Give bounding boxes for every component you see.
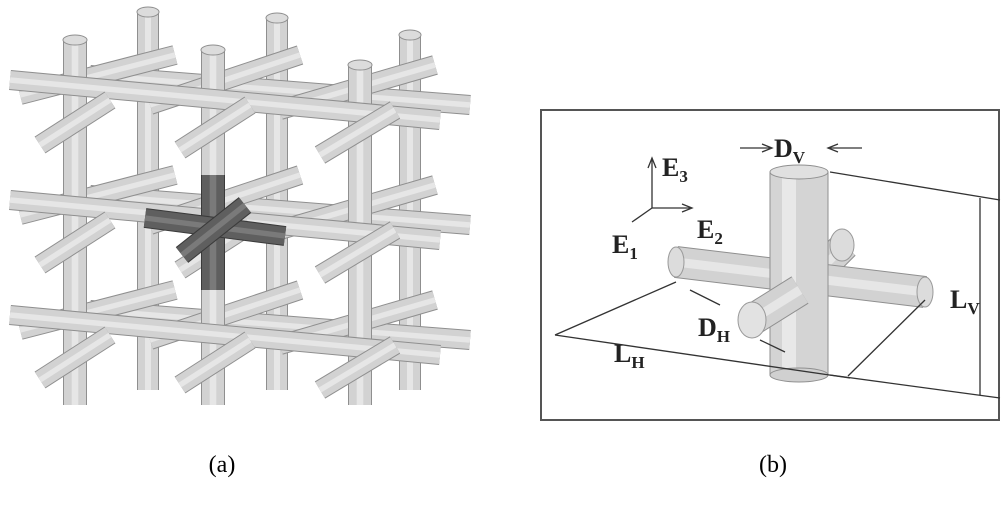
dimension-line <box>555 282 676 335</box>
rod-end <box>668 247 684 277</box>
post-highlight <box>782 175 796 373</box>
label-subscript: V <box>793 148 806 167</box>
dimension-label: LV <box>950 285 980 318</box>
unit-cell <box>541 110 999 420</box>
rod-end <box>830 229 854 261</box>
figure: (a) (b) E3E2E1DVDHLVLH <box>0 0 1003 510</box>
label-subscript: H <box>717 327 730 346</box>
dimension-label: LH <box>614 339 645 372</box>
label-letter: D <box>774 134 793 163</box>
label-letter: D <box>698 313 717 342</box>
label-letter: E <box>662 153 679 182</box>
label-letter: L <box>614 339 631 368</box>
dimension-label: E2 <box>697 215 723 248</box>
label-subscript: 2 <box>714 229 723 248</box>
label-letter: E <box>612 230 629 259</box>
dimension-line <box>830 172 1000 200</box>
rod-end <box>399 30 421 40</box>
caption: (a) <box>209 452 236 478</box>
axis-arrow <box>632 208 652 222</box>
rod-end <box>348 60 372 70</box>
label-letter: L <box>950 285 967 314</box>
rod-end <box>137 7 159 17</box>
dimension-line <box>848 300 925 376</box>
rod-end <box>917 277 933 307</box>
rod-end <box>738 302 766 338</box>
dimension-label: E1 <box>612 230 638 263</box>
lattice <box>10 7 470 405</box>
post <box>770 172 828 375</box>
label-subscript: V <box>967 299 980 318</box>
label-subscript: H <box>631 353 644 372</box>
rod-end <box>770 165 828 179</box>
rod-end <box>201 45 225 55</box>
dimension-label: DH <box>698 313 730 346</box>
dimension-line <box>830 375 1000 398</box>
dimension-label: DV <box>774 134 806 167</box>
caption: (b) <box>759 452 787 478</box>
dimension-line <box>690 290 720 305</box>
label-subscript: 3 <box>679 167 688 186</box>
rod-end <box>63 35 87 45</box>
label-letter: E <box>697 215 714 244</box>
dimension-label: E3 <box>662 153 688 186</box>
rod-end <box>266 13 288 23</box>
label-subscript: 1 <box>629 244 638 263</box>
